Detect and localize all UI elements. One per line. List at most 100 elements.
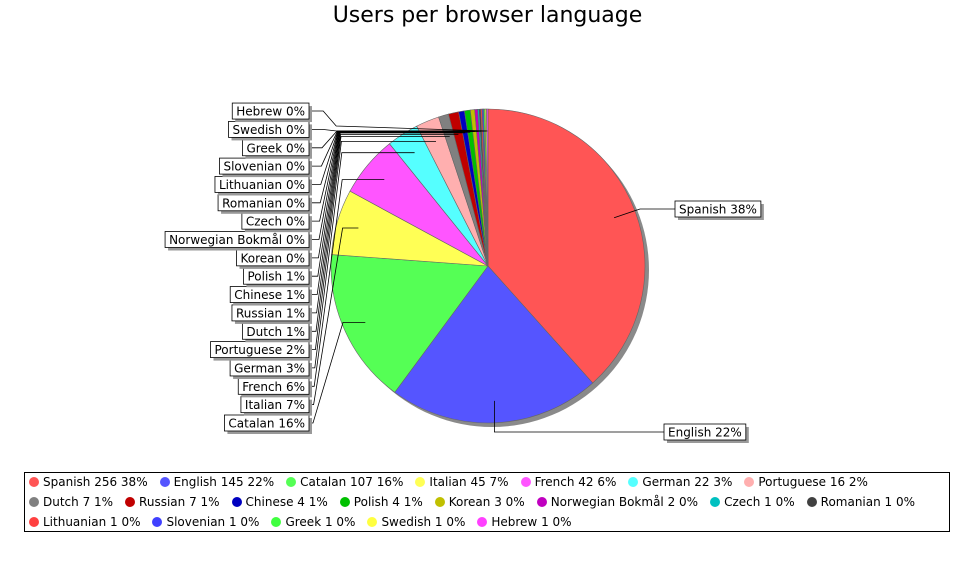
legend-label-italian: Italian 45 7% xyxy=(429,475,509,489)
slice-label-swedish: Swedish 0% xyxy=(233,123,305,137)
legend-item-swedish: Swedish 1 0% xyxy=(367,515,465,529)
leader-russian xyxy=(309,133,459,314)
leader-hebrew xyxy=(309,110,488,132)
legend-label-dutch: Dutch 7 1% xyxy=(43,495,114,509)
slice-label-korean: Korean 0% xyxy=(241,251,305,265)
legend-label-korean: Korean 3 0% xyxy=(448,495,525,509)
slice-labels: Spanish 38% English 22% Catalan 16% Italian… xyxy=(164,102,764,443)
slice-label-czech: Czech 0% xyxy=(246,215,305,229)
slice-label-french: French 6% xyxy=(242,380,305,394)
legend-swatch-russian xyxy=(125,497,136,507)
slice-label-hebrew: Hebrew 0% xyxy=(236,105,305,119)
legend-label-czech: Czech 1 0% xyxy=(724,495,795,509)
slice-label-english-box xyxy=(663,423,747,441)
legend-item-norwegian-bokma-l: Norwegian Bokmål 2 0% xyxy=(536,495,699,509)
slice-label-polish: Polish 1% xyxy=(247,270,305,284)
slice-label-italian: Italian 7% xyxy=(245,398,305,412)
legend-label-romanian: Romanian 1 0% xyxy=(820,495,916,509)
slice-label-chinese: Chinese 1% xyxy=(234,288,305,302)
legend-swatch-portuguese xyxy=(744,477,755,487)
legend-swatch-hebrew xyxy=(477,517,488,527)
legend-swatch-czech xyxy=(710,497,721,507)
legend-swatch-german xyxy=(628,477,639,487)
pie-slice-catalan xyxy=(330,254,489,393)
legend-label-french: French 42 6% xyxy=(534,475,617,489)
leader-english xyxy=(493,400,664,433)
slice-label-norwegian-bokma-l-box xyxy=(164,231,310,248)
legend-swatch-lithuanian xyxy=(29,517,39,527)
leader-spanish xyxy=(613,208,675,219)
legend-label-norwegian-bokma-l: Norwegian Bokmål 2 0% xyxy=(550,495,699,509)
slice-label-english: English 22% xyxy=(668,426,742,440)
legend-swatch-french xyxy=(520,477,531,487)
legend-swatch-polish xyxy=(339,497,350,507)
slice-label-german: German 3% xyxy=(234,361,305,375)
slice-label-romanian: Romanian 0% xyxy=(222,196,305,210)
leader-chinese xyxy=(309,132,466,295)
legend-label-lithuanian: Lithuanian 1 0% xyxy=(43,515,141,529)
legend-item-portuguese: Portuguese 16 2% xyxy=(744,475,868,489)
legend-item-spanish: Spanish 256 38% xyxy=(29,475,148,489)
leader-polish xyxy=(309,131,471,277)
legend-label-greek: Greek 1 0% xyxy=(285,515,356,529)
legend-swatch-english xyxy=(159,477,170,487)
leader-dutch xyxy=(309,136,450,332)
legend-swatch-catalan xyxy=(286,477,297,487)
legend-item-french: French 42 6% xyxy=(520,475,617,489)
legend-label-swedish: Swedish 1 0% xyxy=(381,515,466,529)
pie-slice-hebrew xyxy=(486,108,489,267)
legend-swatch-chinese xyxy=(231,497,242,507)
legend-swatch-swedish xyxy=(367,517,378,527)
chart-legend: Spanish 256 38% English 145 22% Catalan 10… xyxy=(24,472,950,532)
legend-item-greek: Greek 1 0% xyxy=(271,515,355,529)
legend-label-polish: Polish 4 1% xyxy=(353,495,423,509)
slice-label-spanish-box xyxy=(674,200,762,218)
legend-item-english: English 145 22% xyxy=(159,475,275,489)
legend-swatch-norwegian-bokma-l xyxy=(536,497,547,507)
legend-swatch-korean xyxy=(434,497,445,507)
legend-swatch-greek xyxy=(271,517,282,527)
legend-label-slovenian: Slovenian 1 0% xyxy=(166,515,260,529)
legend-label-russian: Russian 7 1% xyxy=(139,495,220,509)
chart-title: Users per browser language xyxy=(332,3,643,28)
legend-label-spanish: Spanish 256 38% xyxy=(43,475,148,489)
legend-item-hebrew: Hebrew 1 0% xyxy=(477,515,572,529)
slice-label-hebrew-box xyxy=(231,102,310,120)
pie-slice-english xyxy=(394,265,594,424)
legend-item-russian: Russian 7 1% xyxy=(125,495,220,509)
legend-swatch-slovenian xyxy=(152,517,163,527)
legend-label-chinese: Chinese 4 1% xyxy=(245,495,328,509)
slice-label-russian: Russian 1% xyxy=(236,306,305,320)
legend-swatch-romanian xyxy=(806,497,817,507)
legend-item-chinese: Chinese 4 1% xyxy=(231,495,328,509)
legend-label-catalan: Catalan 107 16% xyxy=(300,475,404,489)
legend-item-polish: Polish 4 1% xyxy=(339,495,423,509)
leader-swedish xyxy=(309,128,487,132)
legend-label-portuguese: Portuguese 16 2% xyxy=(758,475,868,489)
label-leaders xyxy=(309,110,675,433)
slice-label-greek: Greek 0% xyxy=(246,141,305,155)
legend-item-romanian: Romanian 1 0% xyxy=(806,495,916,509)
pie-slice-spanish xyxy=(487,108,646,384)
legend-item-german: German 22 3% xyxy=(628,475,732,489)
pie-slices xyxy=(330,108,646,424)
slice-label-dutch: Dutch 1% xyxy=(246,325,305,339)
legend-swatch-dutch xyxy=(29,497,39,507)
legend-item-dutch: Dutch 7 1% xyxy=(29,495,113,509)
slice-label-norwegian-bokma-l: Norwegian Bokmål 0% xyxy=(169,233,305,247)
slice-label-portuguese: Portuguese 2% xyxy=(215,343,306,357)
legend-item-lithuanian: Lithuanian 1 0% xyxy=(29,515,141,529)
slice-label-spanish: Spanish 38% xyxy=(679,203,757,217)
legend-label-german: German 22 3% xyxy=(642,475,733,489)
legend-item-slovenian: Slovenian 1 0% xyxy=(152,515,259,529)
legend-swatch-spanish xyxy=(29,477,39,487)
legend-swatch-italian xyxy=(415,477,426,487)
legend-label-english: English 145 22% xyxy=(173,475,275,489)
legend-item-italian: Italian 45 7% xyxy=(415,475,509,489)
legend-item-czech: Czech 1 0% xyxy=(710,495,795,509)
legend-label-hebrew: Hebrew 1 0% xyxy=(491,515,572,529)
legend-item-catalan: Catalan 107 16% xyxy=(286,475,403,489)
pie-chart: Spanish 38% English 22% Catalan 16% Italian… xyxy=(164,102,764,443)
legend-item-korean: Korean 3 0% xyxy=(434,495,525,509)
slice-label-slovenian: Slovenian 0% xyxy=(223,160,305,174)
